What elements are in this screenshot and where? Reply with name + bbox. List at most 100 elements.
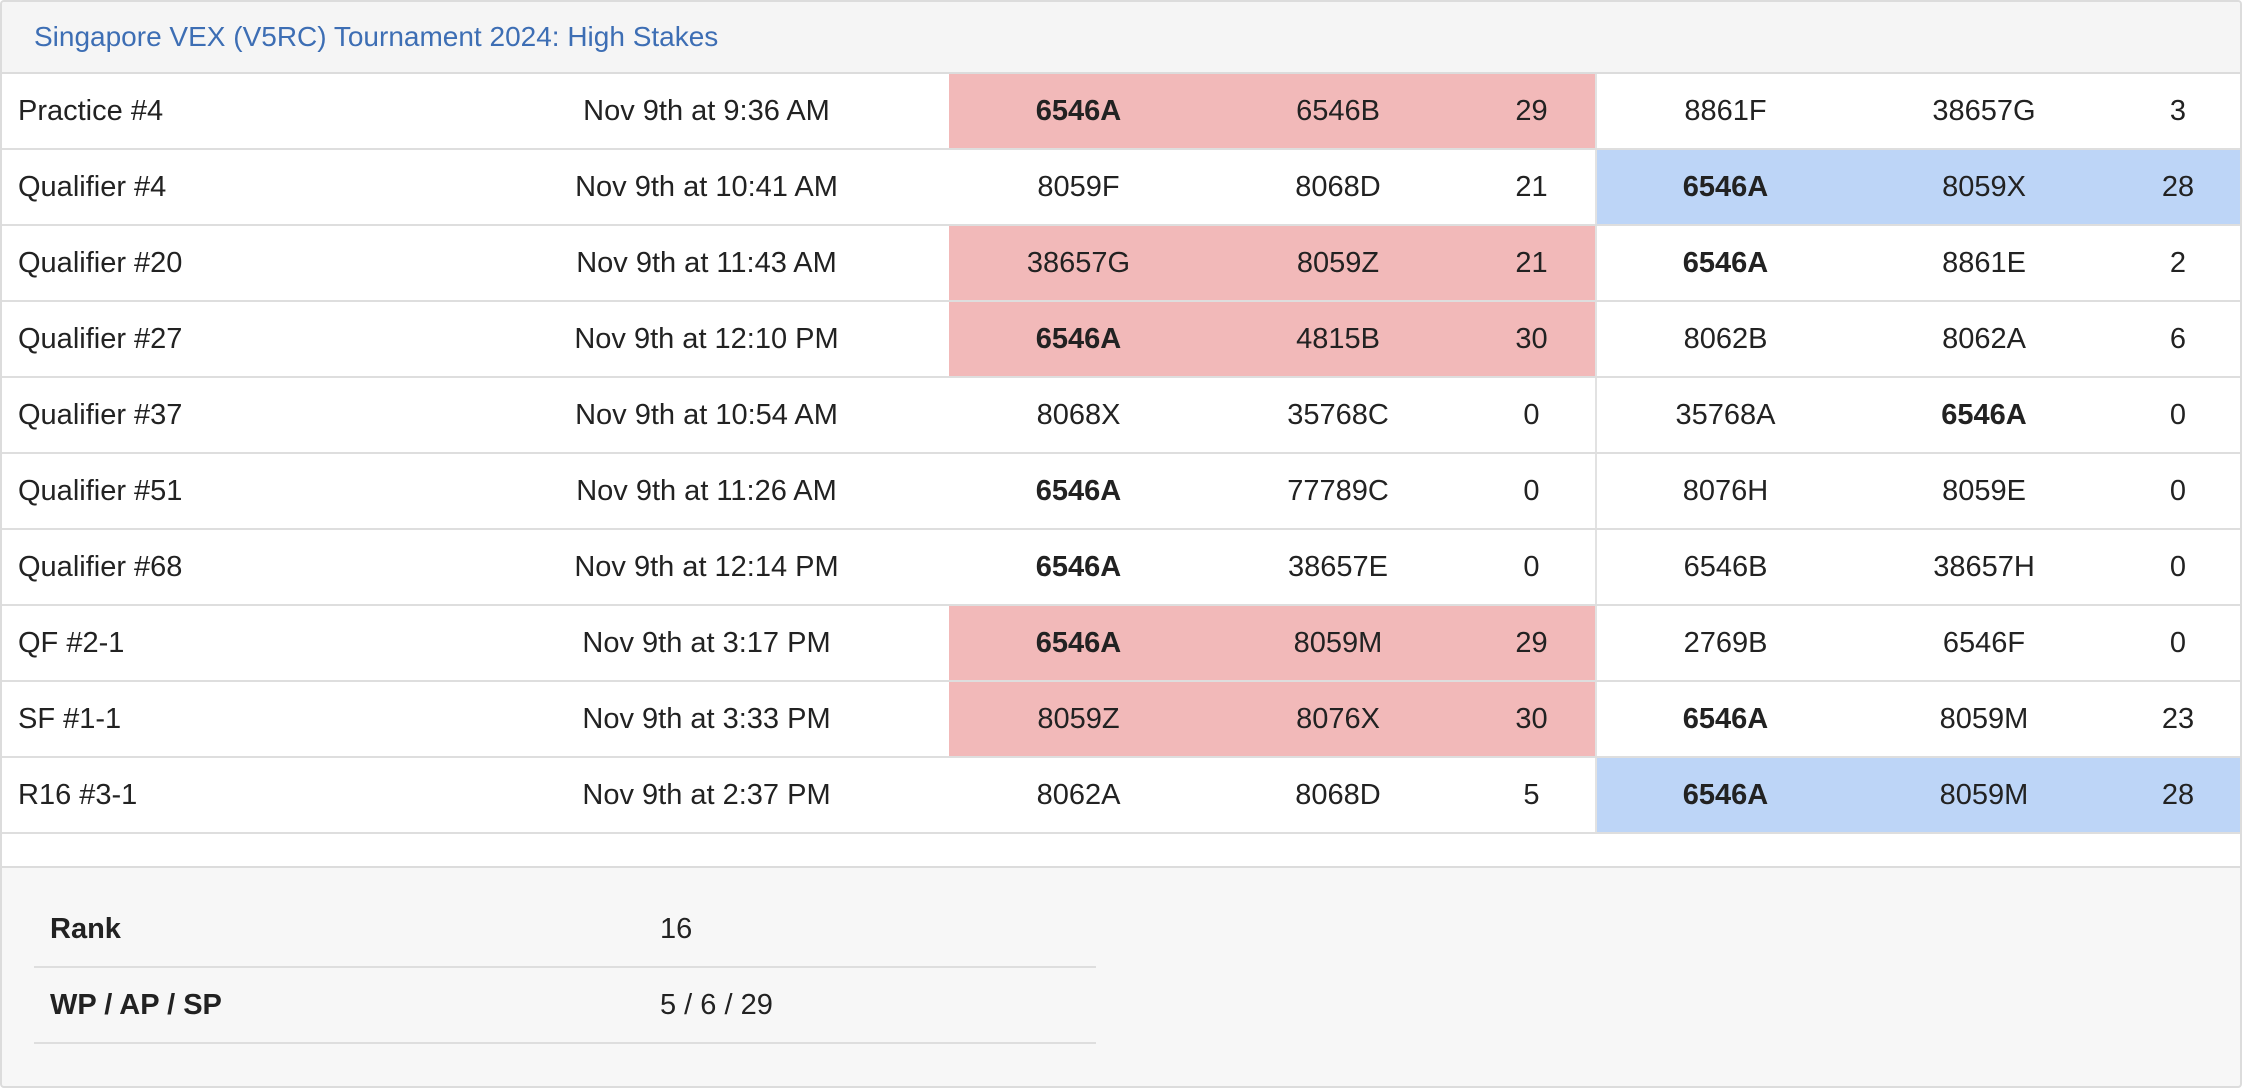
match-row: Qualifier #37 Nov 9th at 10:54 AM 8068X 357… [2, 377, 2240, 454]
red-team-1: 6546A [947, 453, 1208, 530]
blue-team-2: 38657G [1854, 74, 2114, 150]
match-time: Nov 9th at 9:36 AM [466, 74, 948, 150]
blue-team-2: 8861E [1854, 225, 2114, 302]
match-name: Qualifier #68 [2, 529, 466, 606]
match-row: Qualifier #68 Nov 9th at 12:14 PM 6546A 386… [2, 529, 2240, 606]
blue-team-2: 38657H [1854, 529, 2114, 606]
blue-score: 0 [2114, 605, 2240, 682]
blue-score: 28 [2114, 149, 2240, 226]
match-time: Nov 9th at 12:14 PM [466, 529, 948, 606]
red-score: 21 [1468, 149, 1596, 226]
table-spacer [2, 834, 2240, 868]
red-team-2: 8059M [1208, 605, 1468, 682]
red-team-2: 77789C [1208, 453, 1468, 530]
match-row: SF #1-1 Nov 9th at 3:33 PM 8059Z 8076X 30 654… [2, 681, 2240, 758]
red-score: 0 [1468, 377, 1596, 454]
match-row: Qualifier #4 Nov 9th at 10:41 AM 8059F 8068… [2, 149, 2240, 226]
stat-value: 16 [660, 892, 1096, 968]
red-team-2: 38657E [1208, 529, 1468, 606]
stat-row: WP / AP / SP 5 / 6 / 29 [34, 967, 1096, 1044]
match-row: Qualifier #27 Nov 9th at 12:10 PM 6546A 481… [2, 301, 2240, 378]
match-time: Nov 9th at 12:10 PM [466, 301, 948, 378]
blue-score: 3 [2114, 74, 2240, 150]
red-team-1: 6546A [947, 301, 1208, 378]
red-team-1: 6546A [947, 605, 1208, 682]
stats-rows: Rank 16 WP / AP / SP 5 / 6 / 29 [34, 892, 1096, 1044]
blue-team-2: 8062A [1854, 301, 2114, 378]
blue-score: 0 [2114, 453, 2240, 530]
red-team-2: 8068D [1208, 757, 1468, 834]
blue-team-1: 2769B [1595, 605, 1854, 682]
red-team-2: 35768C [1208, 377, 1468, 454]
red-team-2: 8068D [1208, 149, 1468, 226]
blue-score: 2 [2114, 225, 2240, 302]
blue-team-1: 6546A [1595, 149, 1854, 226]
red-team-1: 8062A [947, 757, 1208, 834]
red-score: 5 [1468, 757, 1596, 834]
team-stats: Rank 16 WP / AP / SP 5 / 6 / 29 [2, 868, 2240, 1044]
event-title-link[interactable]: Singapore VEX (V5RC) Tournament 2024: Hi… [34, 21, 719, 52]
red-team-2: 6546B [1208, 74, 1468, 150]
blue-score: 6 [2114, 301, 2240, 378]
match-name: Qualifier #51 [2, 453, 466, 530]
red-score: 0 [1468, 529, 1596, 606]
red-team-2: 8076X [1208, 681, 1468, 758]
red-team-1: 8059F [947, 149, 1208, 226]
stats-table: Rank 16 WP / AP / SP 5 / 6 / 29 [34, 892, 1096, 1044]
match-name: QF #2-1 [2, 605, 466, 682]
blue-team-2: 8059M [1854, 681, 2114, 758]
match-time: Nov 9th at 3:17 PM [466, 605, 948, 682]
match-rows: Practice #4 Nov 9th at 9:36 AM 6546A 6546B 2… [2, 74, 2240, 834]
blue-team-2: 6546F [1854, 605, 2114, 682]
blue-team-2: 6546A [1854, 377, 2114, 454]
match-row: Qualifier #51 Nov 9th at 11:26 AM 6546A 777… [2, 453, 2240, 530]
match-name: Practice #4 [2, 74, 466, 150]
red-score: 21 [1468, 225, 1596, 302]
blue-team-2: 8059E [1854, 453, 2114, 530]
blue-score: 0 [2114, 377, 2240, 454]
match-time: Nov 9th at 11:43 AM [466, 225, 948, 302]
match-row: Practice #4 Nov 9th at 9:36 AM 6546A 6546B 2… [2, 74, 2240, 150]
match-time: Nov 9th at 3:33 PM [466, 681, 948, 758]
blue-team-1: 8861F [1595, 74, 1854, 150]
blue-score: 0 [2114, 529, 2240, 606]
red-team-1: 8068X [947, 377, 1208, 454]
match-time: Nov 9th at 10:54 AM [466, 377, 948, 454]
blue-team-2: 8059X [1854, 149, 2114, 226]
blue-score: 23 [2114, 681, 2240, 758]
stat-label: Rank [34, 892, 660, 968]
match-name: Qualifier #4 [2, 149, 466, 226]
blue-team-1: 6546A [1595, 757, 1854, 834]
blue-team-1: 8076H [1595, 453, 1854, 530]
blue-team-1: 6546A [1595, 225, 1854, 302]
red-team-1: 8059Z [947, 681, 1208, 758]
red-score: 29 [1468, 74, 1596, 150]
match-time: Nov 9th at 2:37 PM [466, 757, 948, 834]
stat-row: Rank 16 [34, 892, 1096, 968]
match-name: SF #1-1 [2, 681, 466, 758]
match-name: Qualifier #37 [2, 377, 466, 454]
stat-value: 5 / 6 / 29 [660, 967, 1096, 1044]
blue-team-1: 6546B [1595, 529, 1854, 606]
red-team-1: 38657G [947, 225, 1208, 302]
match-time: Nov 9th at 10:41 AM [466, 149, 948, 226]
blue-team-1: 35768A [1595, 377, 1854, 454]
stat-label: WP / AP / SP [34, 967, 660, 1044]
red-team-2: 4815B [1208, 301, 1468, 378]
match-row: QF #2-1 Nov 9th at 3:17 PM 6546A 8059M 29 276… [2, 605, 2240, 682]
red-team-2: 8059Z [1208, 225, 1468, 302]
red-score: 29 [1468, 605, 1596, 682]
match-table: Practice #4 Nov 9th at 9:36 AM 6546A 6546B 2… [2, 74, 2240, 834]
match-name: R16 #3-1 [2, 757, 466, 834]
match-row: R16 #3-1 Nov 9th at 2:37 PM 8062A 8068D 5 654… [2, 757, 2240, 834]
red-score: 30 [1468, 301, 1596, 378]
red-score: 0 [1468, 453, 1596, 530]
blue-team-1: 8062B [1595, 301, 1854, 378]
match-row: Qualifier #20 Nov 9th at 11:43 AM 38657G 80… [2, 225, 2240, 302]
panel-header: Singapore VEX (V5RC) Tournament 2024: Hi… [2, 2, 2240, 74]
blue-team-2: 8059M [1854, 757, 2114, 834]
red-team-1: 6546A [947, 74, 1208, 150]
blue-team-1: 6546A [1595, 681, 1854, 758]
match-time: Nov 9th at 11:26 AM [466, 453, 948, 530]
